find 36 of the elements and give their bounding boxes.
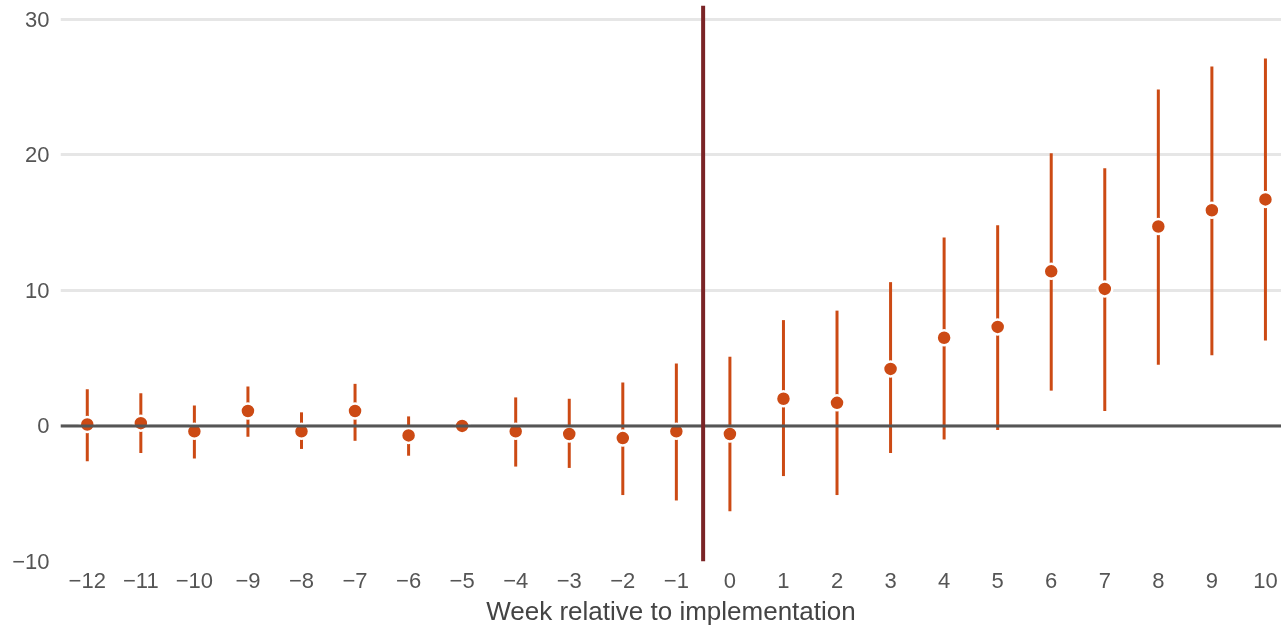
point bbox=[346, 402, 364, 420]
y-tick-label: 10 bbox=[25, 277, 50, 303]
x-axis-title: Week relative to implementation bbox=[486, 595, 856, 626]
x-tick-label: 3 bbox=[884, 567, 897, 593]
x-tick-label: 1 bbox=[777, 567, 790, 593]
x-tick-label: −7 bbox=[342, 567, 368, 593]
x-tick-label: 5 bbox=[991, 567, 1004, 593]
x-tick-label: 2 bbox=[830, 567, 844, 593]
x-tick-label: 0 bbox=[723, 567, 737, 593]
x-tick-label: −8 bbox=[288, 567, 315, 593]
point bbox=[721, 425, 739, 443]
y-tick-label: −10 bbox=[12, 549, 50, 574]
point bbox=[828, 394, 846, 412]
x-tick-label: 8 bbox=[1152, 567, 1165, 593]
x-tick-label: 6 bbox=[1045, 567, 1058, 593]
x-tick-label: −1 bbox=[663, 567, 689, 593]
x-tick-label: 7 bbox=[1098, 567, 1111, 593]
point bbox=[239, 402, 257, 420]
y-tick-label: 30 bbox=[25, 6, 50, 32]
x-tick-label: 4 bbox=[938, 567, 951, 593]
x-tick-label: −5 bbox=[449, 567, 475, 593]
x-tick-label: −10 bbox=[175, 567, 214, 593]
y-tick-label: 0 bbox=[37, 413, 50, 439]
x-tick-label: 10 bbox=[1253, 567, 1278, 593]
y-tick-label: 20 bbox=[25, 142, 50, 168]
x-tick-label: 9 bbox=[1205, 567, 1219, 593]
x-tick-label: −2 bbox=[610, 567, 636, 593]
x-tick-label: −3 bbox=[556, 567, 582, 593]
point bbox=[1096, 280, 1114, 298]
x-tick-label: −9 bbox=[235, 567, 261, 593]
x-tick-label: −12 bbox=[68, 567, 106, 593]
x-tick-label: −11 bbox=[122, 567, 159, 593]
point bbox=[935, 329, 953, 347]
x-tick-label: −6 bbox=[396, 567, 422, 593]
x-tick-label: −4 bbox=[503, 567, 529, 593]
point bbox=[1203, 201, 1221, 220]
